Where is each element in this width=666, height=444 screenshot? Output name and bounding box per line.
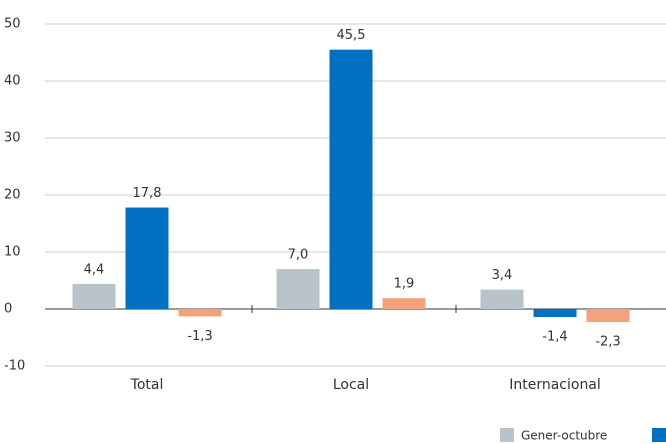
x-tick-label: Total <box>130 377 164 393</box>
y-tick-label: -10 <box>4 359 25 374</box>
value-label: 3,4 <box>492 268 513 283</box>
y-tick-label: 10 <box>4 245 21 260</box>
value-label: 7,0 <box>288 248 309 263</box>
value-label: 45,5 <box>337 28 366 43</box>
bar <box>480 289 524 309</box>
bar <box>125 207 169 309</box>
bar <box>276 269 320 309</box>
legend-swatch <box>652 428 666 442</box>
value-label: 4,4 <box>84 262 105 277</box>
bar <box>382 298 426 309</box>
y-tick-label: 40 <box>4 74 21 89</box>
legend-label: Gener-octubre <box>521 429 607 443</box>
x-tick-label: Internacional <box>509 377 601 393</box>
y-tick-label: 20 <box>4 188 21 203</box>
value-label: -2,3 <box>595 335 620 350</box>
bar <box>72 283 116 309</box>
y-tick-label: 0 <box>4 302 12 317</box>
bar <box>586 309 630 323</box>
value-label: 17,8 <box>133 186 162 201</box>
x-tick-label: Local <box>333 377 369 393</box>
value-label: -1,3 <box>187 329 212 344</box>
value-label: -1,4 <box>542 329 567 344</box>
value-label: 1,9 <box>394 277 415 292</box>
y-tick-label: 30 <box>4 131 21 146</box>
legend-swatch <box>500 428 514 442</box>
bar <box>329 49 373 310</box>
bar <box>533 309 577 317</box>
bar <box>178 309 222 317</box>
y-tick-label: 50 <box>4 17 21 32</box>
